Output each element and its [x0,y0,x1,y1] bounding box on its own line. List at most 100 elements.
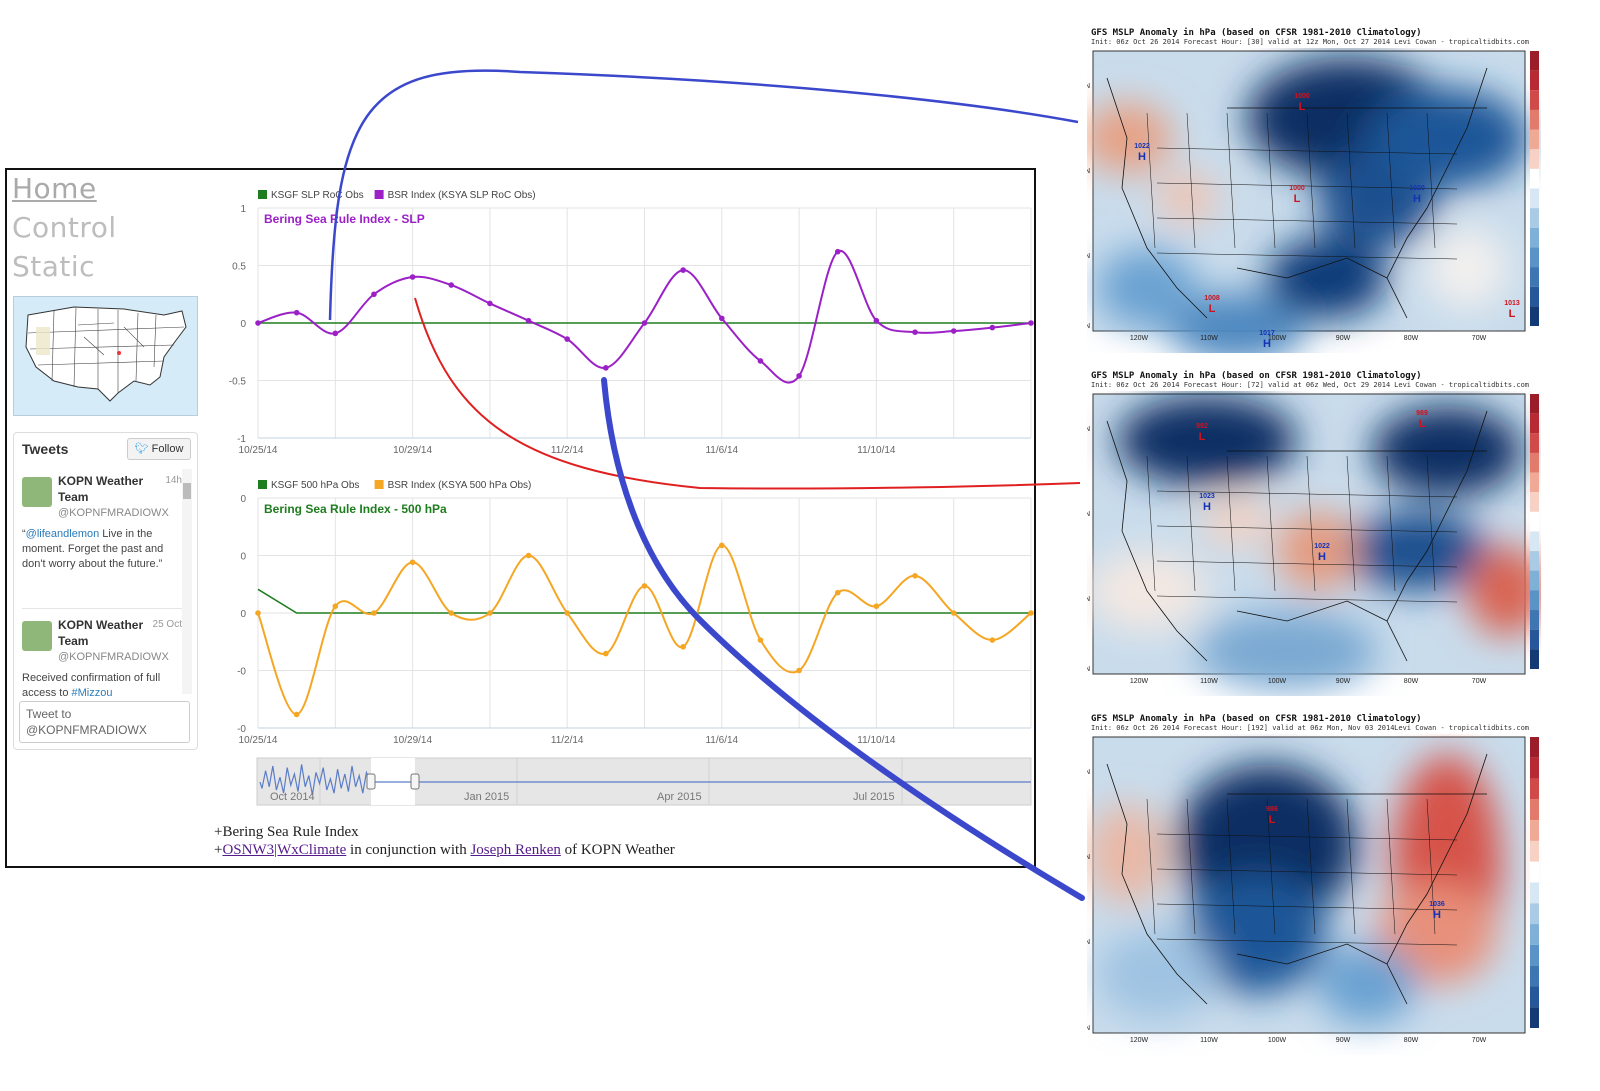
data-point [525,317,532,324]
state-line [1386,455,1396,592]
state-line [1426,455,1436,592]
tweet-text: Received confirmation of full access to [22,672,161,699]
colorbar-segment [1530,551,1539,571]
nav-control-link[interactable]: Control [12,211,117,244]
state-line [1346,112,1356,249]
latitude-label: 40N [1087,854,1090,861]
low-pressure-marker: L [1294,193,1301,205]
tweet-author-handle[interactable]: @KOPNFMRADIOWX [58,651,169,663]
data-point [448,610,455,616]
state-line [1156,595,1458,603]
tweet-time[interactable]: 25 Oct [152,619,182,630]
mslp-map-panel[interactable]: GFS MSLP Anomaly in hPa (based on CFSR 1… [1087,28,1541,363]
avatar [22,477,52,507]
latitude-label: 20N [1087,1025,1090,1032]
mention-link[interactable]: @lifeandlemon [25,528,100,540]
tweet-author-name[interactable]: KOPN Weather Team [58,474,144,504]
anomaly-blob [1097,929,1217,1019]
tweet-item[interactable]: KOPN Weather Team 25 Oct @KOPNFMRADIOWX … [22,617,182,699]
map-title: GFS MSLP Anomaly in hPa (based on CFSR 1… [1091,371,1422,381]
latitude-label: 20N [1087,666,1090,673]
tweet-author-handle[interactable]: @KOPNFMRADIOWX [58,507,169,519]
nav-static-link[interactable]: Static [12,250,96,283]
colorbar-segment [1530,965,1539,987]
colorbar-segment [1530,413,1539,434]
pressure-value: 1036 [1429,901,1445,908]
navigator-label: Jul 2015 [853,791,895,803]
longitude-label: 70W [1472,1037,1487,1044]
y-tick-label: 0.5 [232,262,246,273]
x-tick-label: 11/10/14 [857,445,896,456]
state-line [1156,252,1458,260]
colorbar-segment [1530,610,1539,630]
state-line [1186,455,1196,592]
data-point [834,248,841,255]
chart-panel: 1 0.5 0 -0.5 -110/25/14 10/29/14 11/2/14 11/6/1… [229,190,1034,456]
footer-line-2: +OSNW3|WxClimate in conjunction with Jos… [214,841,675,859]
state-line [1146,112,1156,249]
hashtag-link[interactable]: #Mizzou [71,687,113,699]
y-tick-label: 0 [240,494,246,505]
state-line [1346,798,1356,935]
scrollbar-thumb[interactable] [183,483,191,499]
anomaly-blob [1317,944,1417,1024]
map-credit: Levi Cowan - tropicaltidbits.com [1394,724,1529,732]
twitter-widget: Tweets 🐦︎ Follow KOPN Weather Team 14h @… [13,432,198,750]
data-point [989,637,996,643]
latitude-label: 50N [1087,769,1090,776]
legend-swatch [374,480,384,489]
data-point [680,267,686,273]
state-line [1426,112,1436,249]
colorbar-segment [1530,267,1539,287]
pressure-value: 986 [1266,806,1278,813]
legend-swatch [258,190,267,199]
map-coastlines [1106,753,1488,1005]
data-point [950,610,957,616]
tweets-scrollbar[interactable] [182,469,192,694]
anomaly-blob [1187,874,1327,994]
state-line [1156,182,1458,190]
anomaly-blob [1367,88,1527,188]
osnw3-link[interactable]: OSNW3|WxClimate [222,842,347,858]
west-coast [1106,763,1208,1005]
colorbar-segment [1530,799,1539,821]
joseph-renken-link[interactable]: Joseph Renken [470,842,561,858]
pressure-value: 1023 [1199,493,1215,500]
y-tick-label: 0 [240,319,246,330]
colorbar-segment [1530,149,1539,169]
y-tick-label: 0 [240,609,246,620]
data-point [255,610,261,616]
tweet-time[interactable]: 14h [165,475,182,486]
state-line [1426,798,1436,935]
data-point [255,320,261,326]
data-point [603,365,609,371]
map-init: Init: 06z Oct 26 2014 Forecast Hour: [72… [1091,381,1391,389]
tweet-item[interactable]: KOPN Weather Team 14h @KOPNFMRADIOWX “@l… [22,473,182,603]
chart-panel: 000-0-010/25/14 10/29/14 11/2/14 11/6/14 11/… [237,480,1034,746]
map-title: GFS MSLP Anomaly in hPa (based on CFSR 1… [1091,714,1422,724]
state-line [1386,798,1396,935]
follow-label: Follow [151,443,184,455]
navigator-handle[interactable] [410,773,420,790]
anomaly-field [1087,754,1502,1024]
mslp-map-panel[interactable]: GFS MSLP Anomaly in hPa (based on CFSR 1… [1087,714,1541,1050]
data-point [719,542,725,549]
tweet-text: Live in the moment. Forget the past and … [22,528,164,570]
state-line [1156,833,1458,841]
navigator-handle[interactable] [366,773,376,790]
tweet-compose-input[interactable]: Tweet to @KOPNFMRADIOWX [19,701,190,743]
data-point [873,317,880,324]
x-tick-label: 10/25/14 [239,735,278,746]
mslp-map-panel[interactable]: GFS MSLP Anomaly in hPa (based on CFSR 1… [1087,371,1541,706]
data-point [641,320,648,326]
us-map-thumbnail[interactable] [13,296,198,416]
legend-swatch [374,190,384,199]
latitude-label: 40N [1087,168,1090,175]
anomaly-blob [1427,228,1507,308]
nav-home-link[interactable]: Home [12,172,97,205]
longitude-label: 120W [1130,1037,1149,1044]
tweet-author-name[interactable]: KOPN Weather Team [58,618,144,648]
state-line [1266,455,1276,592]
follow-button[interactable]: 🐦︎ Follow [127,438,191,460]
anomaly-blob [1117,396,1297,486]
